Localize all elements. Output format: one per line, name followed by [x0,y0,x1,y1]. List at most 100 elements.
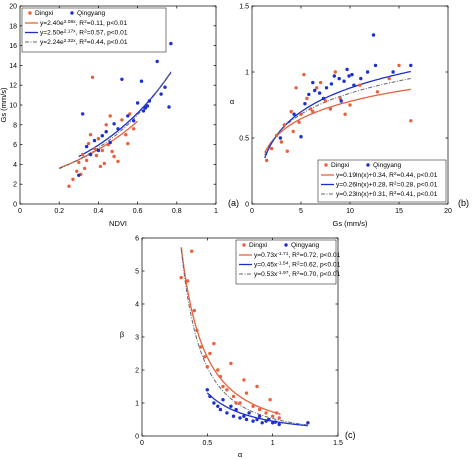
panel-a-y-tick-label: 12 [9,83,17,90]
legend-marker-qingyang [70,11,74,15]
panel-b-point-dingxi [343,112,347,116]
panel-b-point-qingyang [371,33,376,37]
panel-c-point-dingxi [238,401,242,405]
panel-b-fit-line-dingxi [264,88,411,153]
legend-fit-equation: y=0.53x-1.97, R2=0.70, p<0.01 [254,270,341,279]
panel-b-point-dingxi [333,70,337,74]
panel-c-point-qingyang [234,407,238,412]
panel-a-point-dingxi [94,153,99,158]
legend-fit-equation: y=0.23ln(x)+0.31, R2=0.41, p<0.01 [336,190,438,199]
panel-c-point-dingxi [199,345,203,349]
panel-c-point-dingxi [225,388,229,392]
panel-c-y-label: β [120,330,125,339]
panel-c-point-dingxi [244,391,249,395]
panel-b-point-qingyang [324,86,329,90]
panel-b-point-qingyang [303,102,307,106]
panel-a-point-qingyang [77,173,81,177]
panel-b-point-dingxi [305,96,309,101]
panel-a-point-dingxi [75,169,79,173]
panel-b-point-dingxi [315,86,319,90]
panel-c-point-qingyang [251,419,255,423]
panel-a-point-dingxi [96,137,101,141]
panel-a-point-dingxi [108,114,112,118]
panel-b-x-tick-label: 20 [444,208,452,215]
panel-c-ticks: 0 0.5 1 1.5 0 1 2 3 4 5 6 [135,236,343,448]
panel-c-point-qingyang [247,411,251,415]
panel-b-y-tick-label: 0.5 [239,136,249,143]
panel-a-x-tick-label: 0 [18,208,22,215]
panel-b-point-qingyang [359,76,363,81]
panel-a-point-qingyang [100,134,105,138]
panel-a-point-dingxi [100,148,105,153]
panel-c-point-dingxi [231,394,236,399]
panel-a-point-qingyang [104,130,108,134]
panel-c-point-dingxi [229,361,233,366]
panel-c-point-dingxi [221,384,225,389]
legend-series-name: Qingyang [77,10,106,17]
panel-c-point-qingyang [212,401,216,405]
panel-a-y-tick-label: 20 [9,4,17,11]
panel-b-point-dingxi [309,107,313,111]
panel-a-point-dingxi [126,141,130,146]
panel-b-point-qingyang [307,92,311,97]
panel-c-point-dingxi [274,411,279,415]
panel-c-fit-line-combined [180,248,308,426]
panel-c-point-qingyang [244,417,249,422]
panel-b-x-tick-label: 15 [395,208,403,215]
panel-c-point-qingyang [255,417,259,422]
panel-b-point-dingxi [397,63,401,68]
panel-c-point-dingxi [268,398,272,402]
panel-c-point-qingyang [271,421,275,425]
panel-b-point-qingyang [329,82,334,86]
panel-b-point-dingxi [289,109,293,114]
panel-a-y-tick-label: 14 [9,63,17,70]
panel-a-point-qingyang [145,104,150,108]
panel-b-x-label: Gs (mm/s) [333,219,368,228]
panel-b-point-qingyang [352,83,356,87]
panel-b-point-dingxi [311,109,315,114]
panel-b-fit-line-combined [264,78,411,156]
panel-b-point-qingyang [321,96,326,101]
panel-b-point-qingyang [311,80,315,85]
panel-c-point-qingyang [221,398,225,402]
panel-a-points [67,41,173,188]
panel-a-legend-box [21,7,167,53]
legend-series-name: Qingyang [291,242,320,249]
panel-b-point-dingxi [265,158,269,163]
panel-b-point-qingyang [409,63,413,68]
panel-c-point-dingxi [205,365,209,369]
panel-c-point-dingxi [242,378,246,382]
panel-a-point-qingyang [126,114,130,118]
panel-c-tag: (c) [345,430,356,440]
panel-b-point-qingyang [345,67,349,72]
panel-b-point-dingxi [279,140,284,144]
panel-c-x-tick-label: 0.5 [202,440,212,447]
panel-c-point-dingxi [234,401,238,405]
panel-a-legend: Dingxi Qingyang y=2.40e2.08x, R2=0.11, p<0… [21,7,167,53]
panel-b-point-qingyang [339,99,343,103]
panel-a-point-dingxi [90,75,95,80]
legend-fit-equation: y=2.24e2.32x, R2=0.44, p<0.01 [40,38,128,47]
panel-a-point-dingxi [116,159,120,164]
panel-a-point-dingxi [98,164,103,169]
panel-b-point-qingyang [347,74,351,78]
panel-c-point-qingyang [231,414,236,418]
panel-b-point-dingxi [297,120,301,124]
panel-a-point-dingxi [71,177,75,181]
panel-a-x-tick-label: 0.2 [54,208,64,215]
panel-b-point-qingyang [337,76,341,81]
panel-c-y-tick-label: 5 [135,269,139,276]
panel-c-point-qingyang [229,404,233,408]
panel-b-point-dingxi [282,123,286,127]
panel-a-point-qingyang [159,92,163,96]
panel-a-point-qingyang [84,144,89,149]
panel-c-point-dingxi [251,404,255,408]
panel-c-point-dingxi [208,351,212,356]
panel-b-point-dingxi [375,90,380,94]
panel-a-point-qingyang [169,41,173,46]
panel-c-point-dingxi [195,328,199,333]
panel-a-x-label: NDVI [109,219,127,228]
panel-a-x-tick-label: 0.4 [94,208,104,215]
panel-b-point-qingyang [278,136,283,140]
panel-c-point-qingyang [208,394,212,399]
